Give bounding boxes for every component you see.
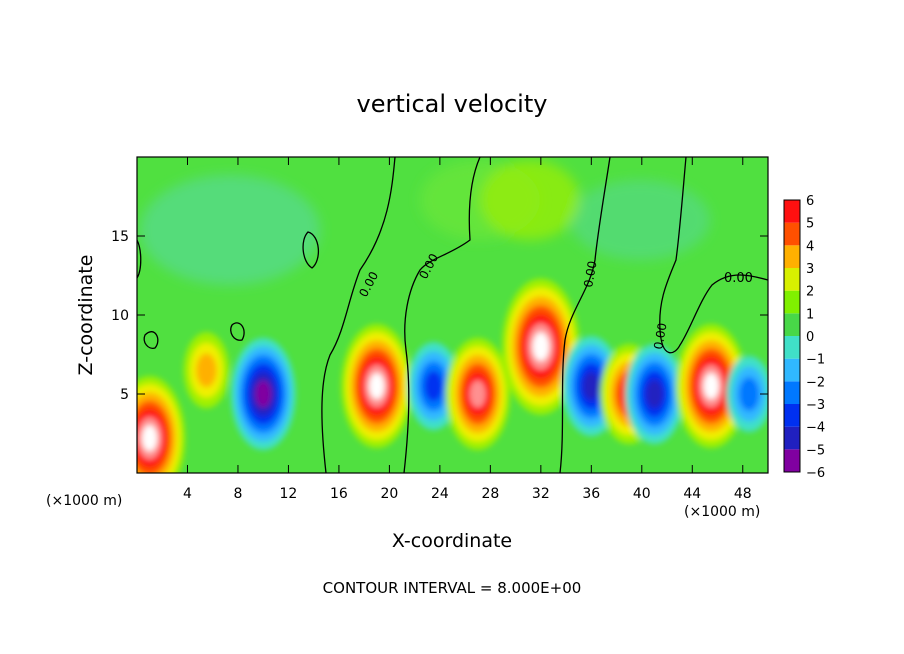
x-tick-label: 4 xyxy=(183,486,192,502)
colorbar-swatch xyxy=(784,200,800,223)
contour-label: 0.00 xyxy=(651,322,669,351)
band-upper-left xyxy=(140,175,320,285)
colorbar-label: −6 xyxy=(806,466,825,481)
colorbar-label: 5 xyxy=(806,217,814,232)
y-tick-label: 5 xyxy=(120,387,129,403)
colorbar-label: 2 xyxy=(806,285,814,300)
colorbar-swatch xyxy=(784,336,800,359)
colorbar-label: −4 xyxy=(806,421,825,436)
contour-label: 0.00 xyxy=(724,271,753,286)
colorbar-label: 1 xyxy=(806,307,814,322)
contour-line xyxy=(137,239,142,279)
band-upper-right xyxy=(570,180,710,260)
heatmap-cell xyxy=(424,370,443,402)
colorbar-label: 3 xyxy=(806,262,814,277)
heatmap-cell xyxy=(255,380,272,408)
contour-line xyxy=(559,157,611,473)
y-tick-label: 10 xyxy=(111,308,129,324)
contour-line xyxy=(321,157,396,473)
x-tick-label: 12 xyxy=(280,486,298,502)
heatmap-cell xyxy=(646,379,663,409)
colorbar-swatch xyxy=(784,358,800,382)
x-tick-label: 32 xyxy=(532,486,550,502)
x-tick-label: 28 xyxy=(481,486,499,502)
colorbar-frame xyxy=(783,199,801,473)
contour-line xyxy=(403,157,481,473)
y-tick-label: 15 xyxy=(111,229,129,245)
heatmap-cell xyxy=(738,377,760,411)
colorbar-swatch xyxy=(784,290,800,314)
x-axis: 4 8 12 16 20 24 28 32 36 40 44 48 xyxy=(183,157,752,502)
heatmap-cell xyxy=(532,332,550,361)
contour-label: 0.00 xyxy=(581,260,599,289)
heatmap-cell xyxy=(703,373,719,400)
colorbar-swatch xyxy=(784,268,800,291)
feature-layer xyxy=(137,278,768,473)
colorbar-label: −1 xyxy=(806,353,825,368)
chart-title: vertical velocity xyxy=(357,90,548,118)
x-tick-label: 20 xyxy=(380,486,398,502)
heatmap-cell xyxy=(369,373,385,400)
colorbar-swatch xyxy=(784,426,800,450)
colorbar-label: 4 xyxy=(806,239,814,254)
x-axis-label: X-coordinate xyxy=(392,530,512,552)
colorbar-label: 6 xyxy=(806,194,814,209)
contour-line xyxy=(659,157,768,354)
colorbar-label: 0 xyxy=(806,330,814,345)
x-tick-label: 40 xyxy=(633,486,651,502)
y-axis: 5 10 15 xyxy=(111,229,768,403)
x-tick-label: 36 xyxy=(582,486,600,502)
colorbar-swatch xyxy=(784,245,800,268)
colorbar-swatch xyxy=(784,313,800,336)
contour-interval-note: CONTOUR INTERVAL = 8.000E+00 xyxy=(323,579,582,597)
colorbar-label: −5 xyxy=(806,443,825,458)
colorbar-label: −3 xyxy=(806,398,825,413)
band-top-center xyxy=(480,160,580,240)
heatmap-field xyxy=(137,157,768,473)
y-axis-label: Z-coordinate xyxy=(75,255,97,376)
zero-contours xyxy=(137,157,768,473)
heatmap-cell xyxy=(142,425,158,452)
heatmap-cell xyxy=(582,371,600,401)
x-tick-label: 8 xyxy=(233,486,242,502)
x-unit-left: (×1000 m) xyxy=(46,493,122,509)
x-tick-label: 48 xyxy=(734,486,752,502)
x-tick-label: 16 xyxy=(330,486,348,502)
colorbar-swatch xyxy=(784,222,800,246)
contour-line xyxy=(230,322,245,341)
x-unit-right: (×1000 m) xyxy=(684,504,760,520)
colorbar-swatch xyxy=(784,404,800,427)
colorbar: −6 −5 −4 −3 −2 −1 0 1 2 3 4 5 6 xyxy=(783,194,825,481)
contour-line xyxy=(302,231,319,269)
x-tick-label: 24 xyxy=(431,486,449,502)
heatmap-cell xyxy=(469,380,486,408)
colorbar-swatch xyxy=(784,449,800,472)
colorbar-label: −2 xyxy=(806,375,825,390)
x-tick-label: 44 xyxy=(683,486,701,502)
colorbar-swatch xyxy=(784,381,800,404)
contour-line xyxy=(143,331,159,349)
heatmap-cell xyxy=(196,353,217,388)
